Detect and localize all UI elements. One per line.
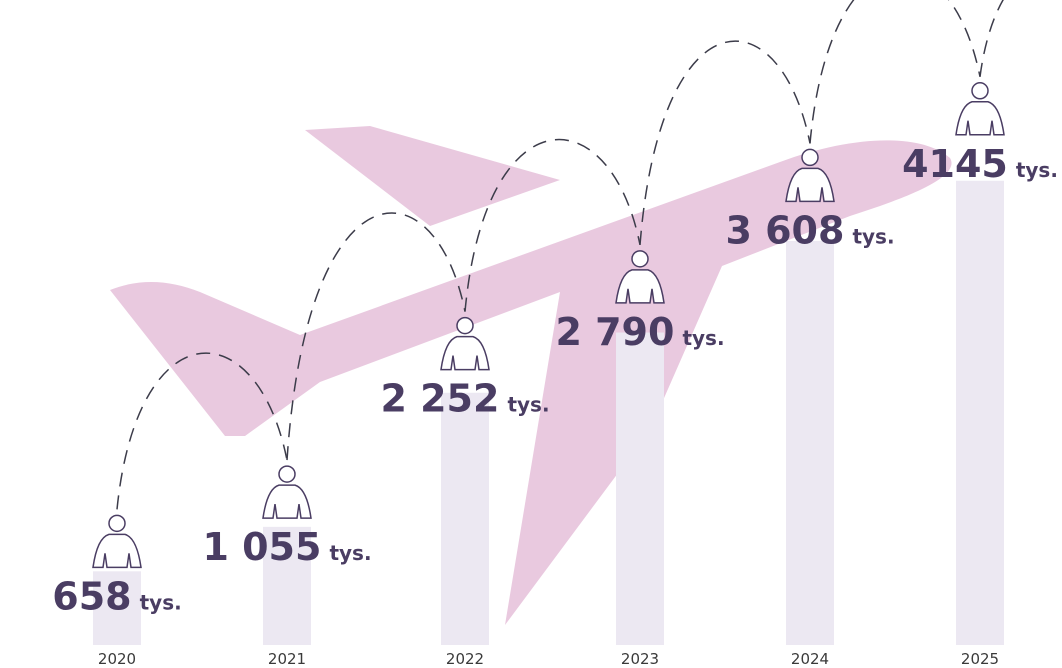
value-unit: tys.	[682, 326, 724, 350]
value-label: 2 252 tys.	[380, 377, 549, 421]
person-head	[632, 251, 648, 267]
bar	[956, 181, 1004, 645]
x-tick-label: 2023	[621, 650, 659, 668]
value-label: 3 608 tys.	[725, 208, 894, 252]
chart: 2020 658 tys. 2021 1 055 tys. 2022 2 252 tys. 202…	[0, 0, 1062, 668]
value-number: 2 252	[380, 377, 499, 421]
value-label: 1 055 tys.	[202, 525, 371, 569]
x-tick-label: 2021	[268, 650, 306, 668]
x-tick-label: 2022	[446, 650, 484, 668]
value-number: 2 790	[555, 310, 674, 354]
value-unit: tys.	[852, 224, 894, 248]
person-body	[956, 102, 1004, 135]
dashed-arc	[980, 0, 1062, 87]
value-unit: tys.	[140, 590, 182, 614]
value-unit: tys.	[329, 541, 371, 565]
person-head	[972, 83, 988, 99]
person-head	[457, 318, 473, 334]
x-tick-label: 2025	[961, 650, 999, 668]
value-label: 658 tys.	[52, 574, 181, 618]
person-head	[802, 149, 818, 165]
person-body	[263, 485, 311, 518]
bar	[616, 333, 664, 645]
bar	[441, 393, 489, 645]
value-number: 1 055	[202, 525, 321, 569]
value-number: 3 608	[725, 208, 844, 252]
value-unit: tys.	[507, 393, 549, 417]
value-number: 658	[52, 574, 131, 618]
x-tick-label: 2020	[98, 650, 136, 668]
person-head	[279, 466, 295, 482]
bar	[786, 241, 834, 645]
x-tick-label: 2024	[791, 650, 829, 668]
value-label: 4145 tys.	[902, 142, 1058, 186]
value-number: 4145	[902, 142, 1008, 186]
value-unit: tys.	[1016, 158, 1058, 182]
person-head	[109, 515, 125, 531]
person-body	[93, 534, 141, 567]
dashed-arc	[810, 0, 980, 143]
person-body	[441, 337, 489, 370]
